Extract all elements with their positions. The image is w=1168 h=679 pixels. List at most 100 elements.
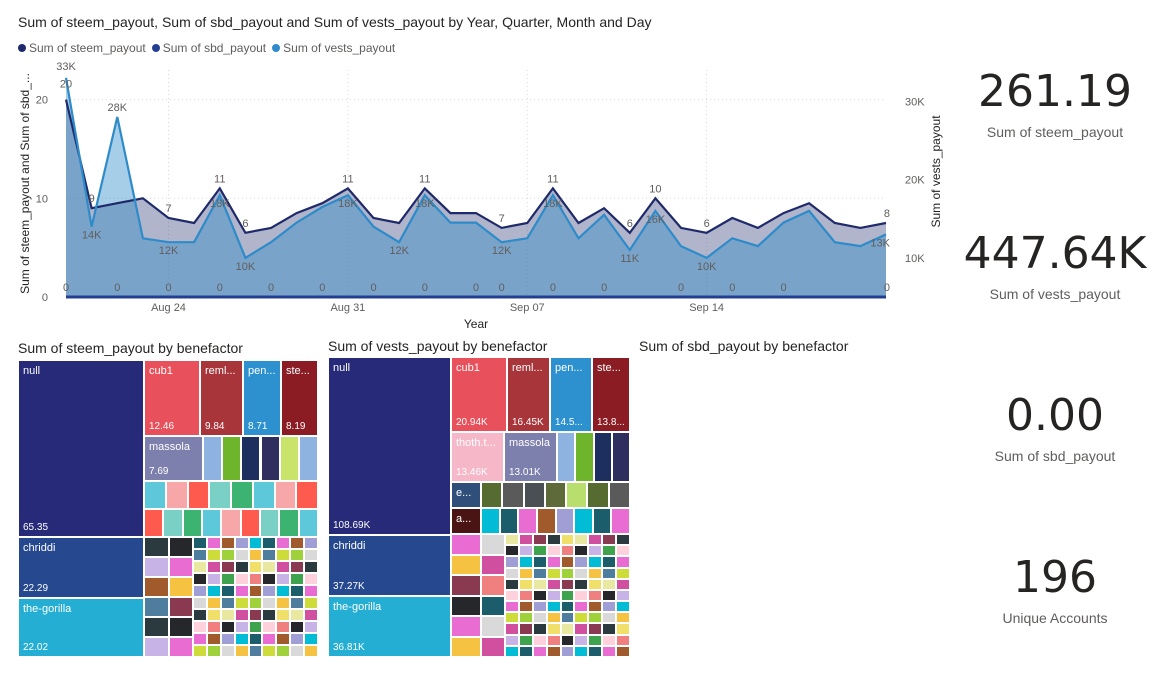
vests-small-cell[interactable] <box>616 645 630 657</box>
steem-small-cell[interactable] <box>220 645 235 657</box>
vests-small-cell[interactable] <box>588 556 603 568</box>
steem-small-cell[interactable] <box>234 621 249 633</box>
legend-item-vests[interactable]: Sum of vests_payout <box>272 41 395 55</box>
vests-small-cell[interactable] <box>546 634 561 646</box>
vests-small-cell[interactable] <box>451 595 481 616</box>
vests-small-cell[interactable] <box>574 612 589 624</box>
vests-small-cell[interactable] <box>602 534 617 546</box>
vests-small-cell[interactable] <box>451 575 481 596</box>
vests-cell-7[interactable]: ste... 13.8... <box>592 357 630 432</box>
steem-small-cell[interactable] <box>169 557 193 577</box>
vests-small-cell[interactable] <box>574 645 589 657</box>
steem-small-cell[interactable] <box>206 537 221 549</box>
vests-small-cell[interactable] <box>616 612 630 624</box>
vests-small-cell[interactable] <box>608 482 630 508</box>
vests-small-cell[interactable] <box>532 601 547 613</box>
steem-small-cell[interactable] <box>276 597 291 609</box>
vests-small-cell[interactable] <box>481 508 500 534</box>
vests-small-cell[interactable] <box>602 556 617 568</box>
steem-small-cell[interactable] <box>290 597 305 609</box>
steem-small-cell[interactable] <box>276 633 291 645</box>
vests-small-cell[interactable] <box>575 432 594 482</box>
vests-small-cell[interactable] <box>546 545 561 557</box>
vests-small-cell[interactable] <box>588 534 603 546</box>
steem-small-cell[interactable] <box>234 585 249 597</box>
steem-small-cell[interactable] <box>193 597 207 609</box>
steem-small-cell[interactable] <box>304 573 318 585</box>
steem-small-cell[interactable] <box>193 561 207 573</box>
vests-small-cell[interactable] <box>588 623 603 635</box>
steem-small-cell[interactable] <box>234 573 249 585</box>
vests-cell-11[interactable]: a... <box>451 508 481 534</box>
vests-small-cell[interactable] <box>505 645 519 657</box>
steem-small-cell[interactable] <box>262 537 277 549</box>
steem-small-cell[interactable] <box>220 597 235 609</box>
vests-small-cell[interactable] <box>518 508 537 534</box>
steem-small-cell[interactable] <box>276 609 291 621</box>
steem-small-cell[interactable] <box>169 577 193 597</box>
steem-small-cell[interactable] <box>304 609 318 621</box>
steem-small-cell[interactable] <box>206 549 221 561</box>
vests-small-cell[interactable] <box>518 645 533 657</box>
vests-small-cell[interactable] <box>505 545 519 557</box>
steem-small-cell[interactable] <box>262 549 277 561</box>
steem-small-cell[interactable] <box>262 597 277 609</box>
vests-small-cell[interactable] <box>602 567 617 579</box>
vests-small-cell[interactable] <box>588 578 603 590</box>
steem-small-cell[interactable] <box>248 597 263 609</box>
steem-small-cell[interactable] <box>290 537 305 549</box>
vests-small-cell[interactable] <box>532 556 547 568</box>
steem-small-cell[interactable] <box>220 561 235 573</box>
steem-cell-8[interactable]: massola 7.69 <box>144 436 203 481</box>
steem-small-cell[interactable] <box>304 633 318 645</box>
vests-small-cell[interactable] <box>505 589 519 602</box>
steem-cell-7[interactable]: ste... 8.19 <box>281 360 318 436</box>
steem-small-cell[interactable] <box>144 537 169 557</box>
vests-small-cell[interactable] <box>532 567 547 579</box>
steem-small-cell[interactable] <box>304 645 318 657</box>
steem-small-cell[interactable] <box>262 621 277 633</box>
steem-small-cell[interactable] <box>241 436 261 481</box>
vests-small-cell[interactable] <box>481 534 505 555</box>
steem-small-cell[interactable] <box>304 561 318 573</box>
steem-small-cell[interactable] <box>144 617 169 637</box>
vests-small-cell[interactable] <box>451 554 481 575</box>
vests-small-cell[interactable] <box>518 567 533 579</box>
vests-small-cell[interactable] <box>560 578 575 590</box>
steem-small-cell[interactable] <box>206 609 221 621</box>
vests-small-cell[interactable] <box>616 545 630 557</box>
steem-small-cell[interactable] <box>206 645 221 657</box>
vests-small-cell[interactable] <box>518 578 533 590</box>
vests-small-cell[interactable] <box>616 601 630 613</box>
vests-cell-6[interactable]: pen... 14.5... <box>550 357 592 432</box>
steem-small-cell[interactable] <box>206 573 221 585</box>
steem-small-cell[interactable] <box>193 621 207 633</box>
vests-small-cell[interactable] <box>616 578 630 590</box>
vests-small-cell[interactable] <box>602 634 617 646</box>
vests-cell-4[interactable]: cub1 20.94K <box>451 357 507 432</box>
vests-small-cell[interactable] <box>588 612 603 624</box>
vests-small-cell[interactable] <box>602 578 617 590</box>
vests-small-cell[interactable] <box>574 623 589 635</box>
vests-small-cell[interactable] <box>505 567 519 579</box>
vests-small-cell[interactable] <box>560 634 575 646</box>
steem-small-cell[interactable] <box>234 597 249 609</box>
steem-small-cell[interactable] <box>248 609 263 621</box>
vests-small-cell[interactable] <box>451 636 481 657</box>
steem-small-cell[interactable] <box>221 509 241 537</box>
vests-small-cell[interactable] <box>602 645 617 657</box>
treemap-steem[interactable]: null 65.35 chriddi 22.29 the-gorilla 22.02 cub… <box>18 360 318 657</box>
vests-small-cell[interactable] <box>560 612 575 624</box>
steem-small-cell[interactable] <box>262 633 277 645</box>
treemap-vests[interactable]: null 108.69K chriddi 37.27K the-gorilla 36.81… <box>328 357 630 657</box>
vests-small-cell[interactable] <box>588 645 603 657</box>
vests-small-cell[interactable] <box>518 601 533 613</box>
steem-small-cell[interactable] <box>240 509 260 537</box>
vests-small-cell[interactable] <box>574 589 589 602</box>
steem-small-cell[interactable] <box>276 573 291 585</box>
steem-small-cell[interactable] <box>193 549 207 561</box>
steem-small-cell[interactable] <box>234 645 249 657</box>
steem-small-cell[interactable] <box>220 537 235 549</box>
vests-small-cell[interactable] <box>574 508 593 534</box>
steem-small-cell[interactable] <box>296 481 318 509</box>
